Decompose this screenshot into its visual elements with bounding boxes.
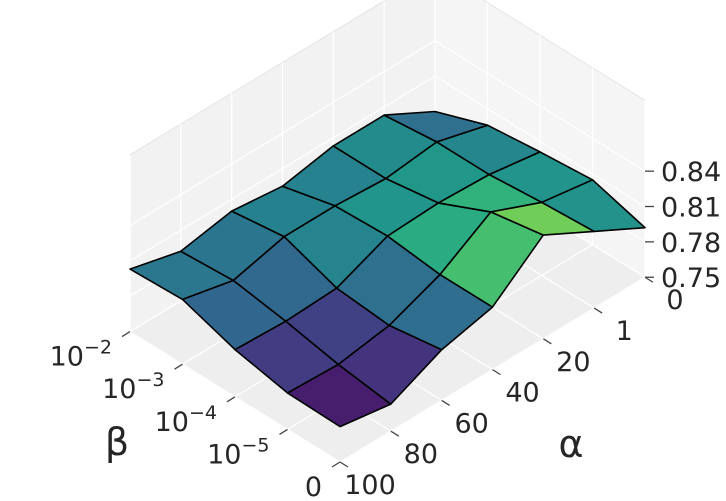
alpha-tick: [492, 369, 501, 376]
alpha-axis-label: α: [558, 422, 583, 466]
alpha-tick-label: 0: [666, 285, 683, 316]
alpha-tick-label: 60: [454, 408, 488, 439]
z-grid-line: [129, 75, 646, 262]
beta-tick-label: 10−2: [50, 337, 112, 373]
beta-tick-exponent: −4: [189, 402, 217, 424]
beta-tick-label: 10−5: [207, 434, 269, 470]
beta-tick-label: 10−3: [102, 369, 164, 405]
alpha-tick-label: 100: [344, 470, 396, 501]
z-tick-label: 0.75: [661, 263, 721, 294]
alpha-tick-label: 20: [556, 347, 590, 378]
beta-tick: [121, 331, 131, 338]
beta-tick-exponent: −5: [241, 434, 269, 456]
beta-tick: [279, 428, 288, 435]
beta-tick: [174, 363, 183, 370]
alpha-tick-label: 80: [404, 439, 438, 470]
alpha-tick: [339, 461, 349, 468]
beta-tick-label: 10−4: [155, 402, 217, 438]
z-tick-label: 0.81: [661, 193, 721, 224]
z-tick-label: 0.84: [661, 157, 721, 188]
beta-tick: [331, 461, 341, 468]
alpha-tick-label: 1: [616, 316, 633, 347]
beta-tick: [226, 396, 236, 403]
z-grid-line: [129, 39, 646, 227]
alpha-tick: [390, 430, 400, 437]
alpha-tick-label: 40: [505, 378, 539, 409]
beta-tick-exponent: −2: [84, 337, 112, 359]
beta-tick-label: 0: [305, 472, 322, 501]
alpha-tick: [542, 338, 552, 345]
alpha-tick: [593, 307, 603, 314]
beta-tick-exponent: −3: [136, 369, 164, 391]
alpha-tick: [441, 399, 451, 406]
surface-mesh: [129, 110, 646, 428]
axis-ticks: 0 10−510−410−310−2 0 1 20 40 60 80 100 0.75 0.78 0.…: [50, 157, 722, 501]
alpha-tick: [644, 276, 654, 283]
beta-axis-label: β: [105, 420, 129, 464]
surface-facet: [383, 110, 489, 143]
z-tick-label: 0.78: [661, 228, 721, 259]
